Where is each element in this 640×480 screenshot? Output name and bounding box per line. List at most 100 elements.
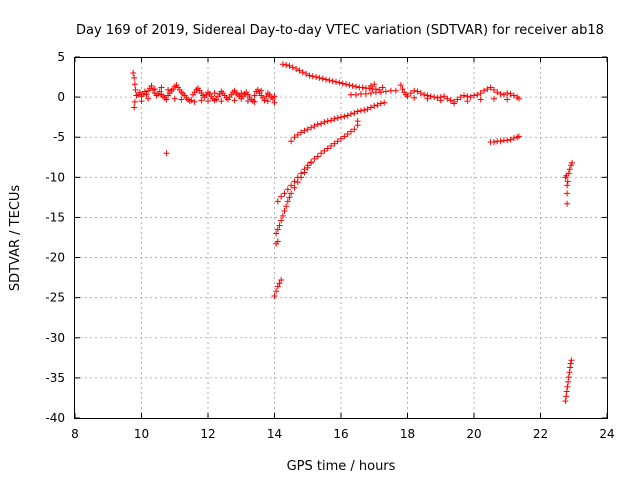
data-point [567, 364, 574, 371]
data-point [231, 97, 238, 104]
data-point [138, 98, 145, 105]
data-point [328, 117, 335, 124]
data-point [344, 131, 351, 138]
data-point [414, 88, 421, 95]
data-point [497, 90, 504, 97]
data-point [316, 74, 323, 81]
data-point [328, 143, 335, 150]
y-tick-label: -25 [45, 291, 65, 305]
data-point [273, 288, 280, 295]
y-tick-label: -15 [45, 210, 65, 224]
y-ticks: 5 0 -5 -10 -15 -20 -25 -30 -35 -40 [45, 50, 607, 425]
data-point [334, 114, 341, 121]
data-point [351, 110, 358, 117]
data-point [279, 212, 286, 219]
data-point [437, 97, 444, 104]
data-point [311, 155, 318, 162]
data-point [564, 178, 571, 185]
data-point [131, 81, 138, 88]
data-point [451, 100, 458, 107]
series-lower-rising-arc-a [274, 118, 361, 205]
data-point [361, 106, 368, 113]
data-point [417, 90, 424, 97]
y-tick-label: 5 [57, 50, 65, 64]
data-point [338, 135, 344, 142]
data-point [367, 90, 374, 97]
data-point [504, 137, 511, 144]
data-point [283, 62, 290, 69]
data-point [341, 133, 348, 140]
data-point [130, 70, 137, 77]
data-point [565, 170, 572, 177]
data-point [377, 89, 384, 96]
data-point [283, 203, 290, 210]
data-point [504, 90, 511, 97]
data-point [273, 230, 280, 237]
data-point [484, 86, 491, 93]
data-point [238, 90, 245, 97]
data-point [205, 98, 211, 105]
data-point [324, 145, 331, 152]
data-point [306, 72, 313, 79]
x-tick-label: 14 [267, 427, 282, 441]
data-point [303, 70, 310, 77]
data-point [274, 238, 281, 245]
data-point [331, 140, 338, 147]
data-point [296, 67, 303, 74]
data-point [178, 96, 185, 103]
data-point [309, 73, 316, 80]
data-point [288, 138, 295, 145]
data-point [347, 110, 354, 117]
data-point [364, 106, 371, 113]
series-end-of-day-upper [562, 159, 576, 207]
data-point [198, 97, 205, 104]
data-point [562, 398, 569, 405]
x-tick-label: 22 [533, 427, 548, 441]
data-point [407, 90, 414, 97]
series-outlier [163, 150, 170, 157]
data-point [354, 108, 361, 115]
data-point [279, 61, 286, 68]
data-point [344, 112, 351, 119]
data-point [342, 81, 349, 88]
data-point [431, 94, 438, 101]
y-tick-label: -40 [45, 411, 65, 425]
x-axis-title: GPS time / hours [287, 459, 396, 474]
data-point [294, 179, 301, 186]
data-point [371, 81, 378, 88]
data-point [367, 82, 374, 89]
data-point [288, 182, 295, 189]
data-point [165, 86, 172, 93]
data-point [131, 104, 138, 111]
series-lower-rising-arc-b [273, 159, 315, 237]
data-point [500, 91, 507, 98]
data-point [274, 226, 281, 233]
data-point [299, 69, 306, 76]
data-point [563, 393, 570, 400]
series-upper-descending-arc [279, 61, 399, 98]
data-point [510, 92, 517, 99]
data-point [359, 84, 366, 91]
x-tick-label: 12 [200, 427, 215, 441]
data-point [377, 100, 384, 107]
data-point [336, 79, 343, 86]
data-point [346, 82, 353, 89]
data-point [507, 90, 514, 97]
data-point [298, 174, 305, 181]
data-point [349, 82, 356, 89]
data-point [411, 94, 418, 101]
x-tick-label: 20 [466, 427, 481, 441]
data-point [471, 92, 477, 99]
data-point [311, 122, 318, 129]
data-point [347, 128, 354, 135]
y-tick-label: -10 [45, 170, 65, 184]
data-point [504, 96, 511, 103]
data-point [304, 164, 311, 171]
data-point [467, 94, 474, 101]
data-point [566, 166, 573, 173]
x-tick-label: 24 [599, 427, 614, 441]
data-point [286, 62, 293, 69]
data-point [308, 124, 315, 131]
data-point [424, 95, 431, 102]
